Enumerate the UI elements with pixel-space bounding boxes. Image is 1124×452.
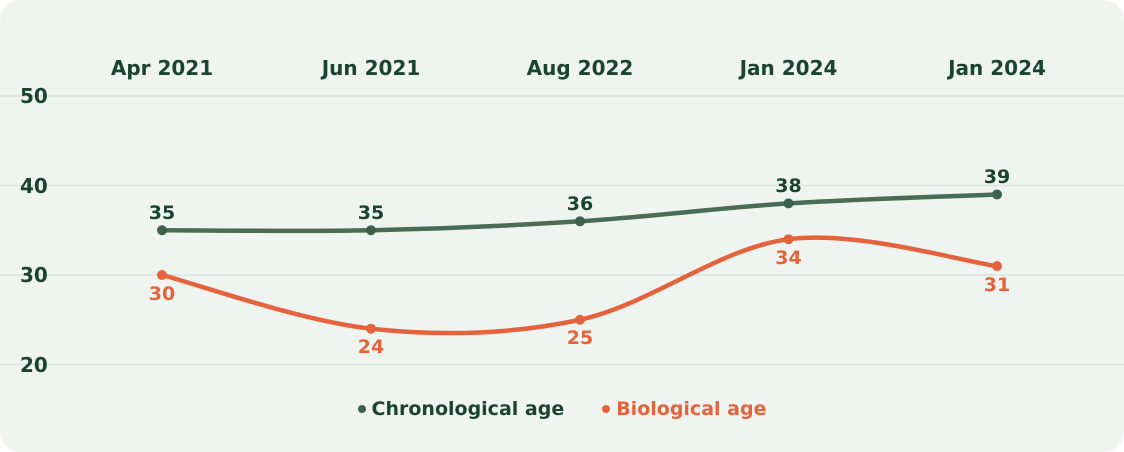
- chart-legend: Chronological age Biological age: [0, 397, 1124, 421]
- data-point-label: 25: [566, 327, 594, 350]
- y-axis-label: 30: [20, 263, 48, 287]
- legend-item-biological-age: Biological age: [602, 398, 766, 420]
- x-axis-label: Jun 2021: [321, 56, 421, 80]
- data-point-marker: [366, 225, 376, 236]
- data-point-marker: [783, 198, 794, 209]
- data-point-label: 31: [983, 273, 1011, 296]
- x-axis-label: Apr 2021: [110, 56, 214, 80]
- data-point-marker: [157, 270, 167, 280]
- data-point-label: 24: [357, 336, 385, 359]
- chronological-age-dot-icon: [357, 405, 366, 413]
- legend-item-chronological-age: Chronological age: [357, 398, 565, 420]
- x-axis-label: Jan 2024: [948, 56, 1046, 80]
- legend-label-biological-age: Biological age: [616, 398, 767, 420]
- data-point-label: 30: [148, 282, 176, 305]
- y-axis-label: 40: [20, 173, 48, 198]
- data-point-label: 39: [983, 166, 1011, 189]
- data-point-label: 35: [357, 202, 385, 225]
- data-point-label: 34: [775, 246, 802, 269]
- data-point-marker: [992, 261, 1002, 272]
- biological-age-dot-icon: [602, 405, 611, 413]
- x-axis-label: Jan 2024: [739, 56, 838, 80]
- data-point-marker: [366, 323, 376, 334]
- x-axis-label: Aug 2022: [526, 56, 634, 80]
- data-point-marker: [575, 216, 585, 227]
- data-point-marker: [783, 234, 794, 245]
- data-point-marker: [992, 189, 1002, 200]
- y-axis-label: 20: [20, 352, 48, 377]
- data-point-label: 35: [148, 202, 176, 225]
- data-point-label: 36: [566, 193, 594, 216]
- data-point-marker: [575, 314, 585, 325]
- legend-label-chronological-age: Chronological age: [371, 398, 565, 420]
- data-point-marker: [157, 225, 167, 236]
- y-axis-label: 50: [20, 84, 48, 108]
- data-point-label: 38: [775, 175, 802, 198]
